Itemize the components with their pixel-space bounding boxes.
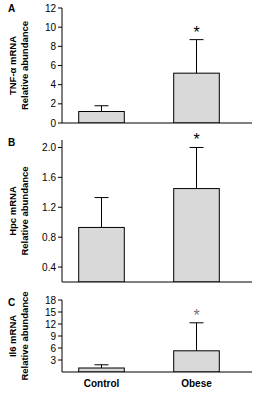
y-tick xyxy=(58,65,62,66)
error-bar xyxy=(95,106,109,112)
y-tick xyxy=(58,360,62,361)
y-tick-label: 6 xyxy=(50,60,56,71)
panel-label: B xyxy=(8,137,15,148)
error-bar xyxy=(190,323,204,351)
figure: ATNF-α mRNARelative abundance*024681012B… xyxy=(0,0,262,400)
y-tick-label: 12 xyxy=(45,319,57,330)
x-tick-label: Control xyxy=(84,378,120,389)
bar xyxy=(79,227,125,282)
y-tick xyxy=(58,324,62,325)
bar xyxy=(79,368,125,372)
error-cap xyxy=(95,105,109,106)
y-tick xyxy=(58,312,62,313)
error-bar xyxy=(190,147,204,188)
y-tick-label: 1.6 xyxy=(42,172,56,183)
y-tick-label: 6 xyxy=(50,343,56,354)
error-line xyxy=(196,40,197,74)
y-axis-label: Relative abundance xyxy=(19,166,30,255)
y-tick xyxy=(58,300,62,301)
y-tick-label: 18 xyxy=(45,295,57,306)
bar xyxy=(174,189,220,282)
significance-mark: * xyxy=(193,307,199,324)
y-tick xyxy=(58,27,62,28)
y-tick xyxy=(58,237,62,238)
y-tick xyxy=(58,336,62,337)
error-line xyxy=(196,147,197,188)
bar xyxy=(79,112,125,124)
y-tick xyxy=(58,267,62,268)
x-axis xyxy=(62,282,252,283)
y-axis-label: Hpc mRNA xyxy=(7,186,18,236)
error-bar xyxy=(190,40,204,74)
significance-mark: * xyxy=(193,131,199,148)
x-axis xyxy=(62,372,252,373)
y-tick-label: 0 xyxy=(50,118,56,129)
y-tick xyxy=(58,46,62,47)
bar xyxy=(174,351,220,372)
y-tick xyxy=(58,207,62,208)
y-tick-label: 3 xyxy=(50,355,56,366)
y-tick xyxy=(58,147,62,148)
y-axis xyxy=(62,140,63,282)
error-line xyxy=(196,323,197,351)
error-bar xyxy=(95,365,109,368)
panel-label: A xyxy=(8,3,15,14)
plot-area xyxy=(79,40,220,123)
significance-mark: * xyxy=(193,24,199,41)
y-tick-label: 15 xyxy=(45,307,57,318)
x-tick-label: Obese xyxy=(181,378,212,389)
y-tick xyxy=(58,103,62,104)
y-tick-label: 4 xyxy=(50,79,56,90)
y-tick xyxy=(58,177,62,178)
y-axis-label: Relative abundance xyxy=(19,291,30,380)
plot-area xyxy=(79,323,220,372)
y-tick-label: 0.4 xyxy=(42,262,56,273)
y-tick xyxy=(58,123,62,124)
panel-label: C xyxy=(8,297,15,308)
y-tick-label: 10 xyxy=(45,22,57,33)
y-axis-label: TNF-α mRNA xyxy=(7,36,18,95)
y-tick-label: 8 xyxy=(50,41,56,52)
y-tick xyxy=(58,8,62,9)
y-tick-label: 9 xyxy=(50,331,56,342)
error-line xyxy=(101,106,102,112)
error-cap xyxy=(95,364,109,365)
error-cap xyxy=(95,197,109,198)
y-tick xyxy=(58,348,62,349)
error-line xyxy=(101,198,102,228)
x-axis xyxy=(62,123,252,124)
error-bar xyxy=(95,198,109,228)
y-axis-label: Il6 mRNA xyxy=(7,315,18,357)
y-axis-label: Relative abundance xyxy=(19,21,30,110)
y-tick-label: 2 xyxy=(50,98,56,109)
y-tick-label: 1.2 xyxy=(42,202,56,213)
y-tick-label: 12 xyxy=(45,3,57,14)
bar xyxy=(174,73,220,123)
y-tick-label: 0.8 xyxy=(42,232,56,243)
plot-area xyxy=(79,147,220,282)
y-tick xyxy=(58,84,62,85)
y-tick-label: 2.0 xyxy=(42,142,56,153)
